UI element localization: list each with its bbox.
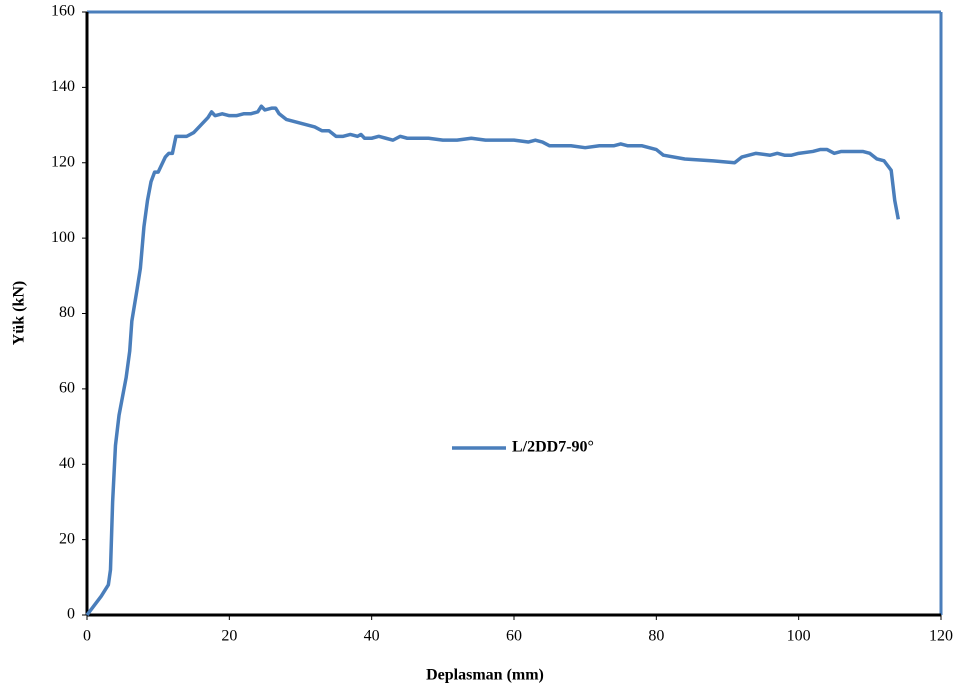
- y-tick-label: 0: [67, 606, 75, 623]
- y-tick-label: 20: [59, 530, 75, 547]
- data-line: [85, 104, 901, 617]
- x-tick-label: 80: [648, 628, 664, 645]
- y-tick-label: 160: [51, 3, 75, 20]
- x-tick-label: 40: [364, 628, 380, 645]
- y-tick-label: 140: [51, 78, 75, 95]
- x-tick-label: 60: [506, 628, 522, 645]
- x-tick-label: 20: [221, 628, 237, 645]
- x-axis-label: Deplasman (mm): [426, 667, 544, 684]
- y-tick-label: 80: [59, 304, 75, 321]
- y-axis-label: Yük (kN): [11, 281, 28, 345]
- legend-label: L/2DD7-90°: [512, 439, 594, 456]
- y-tick-label: 100: [51, 229, 75, 246]
- x-tick-label: 100: [787, 628, 811, 645]
- y-tick-label: 40: [59, 455, 75, 472]
- x-tick-label: 0: [83, 628, 91, 645]
- x-tick-label: 120: [929, 628, 953, 645]
- y-tick-label: 120: [51, 153, 75, 170]
- y-tick-label: 60: [59, 380, 75, 397]
